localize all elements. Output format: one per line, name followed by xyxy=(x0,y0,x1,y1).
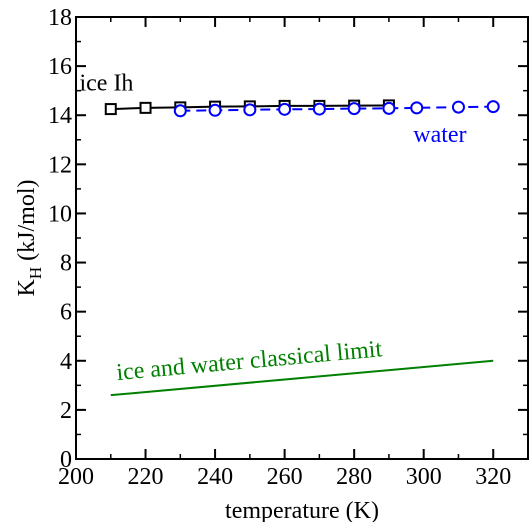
x-tick-label: 280 xyxy=(336,464,372,490)
y-tick-label: 12 xyxy=(48,152,72,178)
y-axis-title: KH (kJ/mol) xyxy=(14,180,45,297)
ice-and-water-classical-limit-line xyxy=(110,359,494,397)
series-label-ice-ih: ice Ih xyxy=(79,71,133,97)
water-marker xyxy=(173,104,187,118)
x-tick-label: 200 xyxy=(58,464,94,490)
water-marker xyxy=(208,103,222,117)
water-marker xyxy=(243,103,257,117)
ticks-layer xyxy=(75,16,528,460)
y-axis-title-sub: H xyxy=(26,267,45,279)
x-tick-label: 260 xyxy=(267,464,303,490)
x-tick-label: 240 xyxy=(197,464,233,490)
ice-ih-marker xyxy=(104,103,117,116)
y-tick-label: 8 xyxy=(60,251,72,277)
series-label-classical-limit: ice and water classical limit xyxy=(115,336,383,386)
x-tick-label: 220 xyxy=(128,464,164,490)
water-marker xyxy=(410,101,424,115)
water-marker xyxy=(486,100,500,114)
y-tick-label: 16 xyxy=(48,54,72,80)
y-tick-label: 4 xyxy=(60,349,72,375)
series-layer xyxy=(104,99,500,397)
water-marker xyxy=(278,102,292,116)
y-tick-label: 10 xyxy=(48,201,72,227)
labels-layer: 200 220 240 260 280 300 320 0 2 4 6 8 10 12 14 16 18 ice … xyxy=(48,5,511,490)
water-line xyxy=(180,105,494,112)
series-label-water: water xyxy=(413,122,466,148)
y-tick-label: 0 xyxy=(60,447,72,473)
water-marker xyxy=(312,102,326,116)
x-tick-label: 300 xyxy=(406,464,442,490)
y-tick-label: 14 xyxy=(48,103,72,129)
water-marker xyxy=(382,101,396,115)
y-tick-label: 6 xyxy=(60,300,72,326)
water-marker xyxy=(347,102,361,116)
water-marker xyxy=(451,100,465,114)
y-axis-title-unit: (kJ/mol) xyxy=(14,180,40,261)
y-tick-label: 18 xyxy=(48,5,72,31)
x-axis-title: temperature (K) xyxy=(225,498,379,522)
y-axis-title-main: K xyxy=(14,278,40,296)
ice-ih-marker xyxy=(139,101,152,114)
y-tick-label: 2 xyxy=(60,398,72,424)
x-tick-label: 320 xyxy=(475,464,511,490)
svg-text:KH (kJ/mol): KH (kJ/mol) xyxy=(14,180,45,297)
